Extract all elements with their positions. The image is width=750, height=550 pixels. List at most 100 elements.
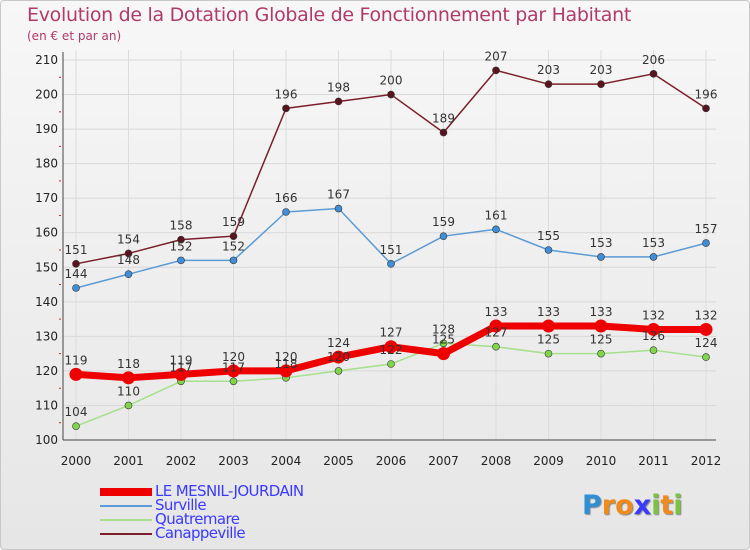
data-label-canappeville-2008: 207 [485,49,508,63]
data-label-quatremare-2000: 104 [65,405,88,419]
x-tick-label-2003: 2003 [218,454,249,468]
data-point-surville-2009 [544,246,553,254]
y-tick-label-180: 180 [35,157,58,171]
data-point-canappeville-2005 [334,97,343,106]
x-tick-label-2006: 2006 [376,454,407,468]
data-label-le-mesnil-jourdain-2002: 119 [170,353,193,367]
logo-letter: t [660,490,674,521]
x-tick-label-2004: 2004 [271,454,302,468]
data-label-canappeville-2012: 196 [695,87,718,101]
data-label-le-mesnil-jourdain-2004: 120 [275,350,298,364]
y-tick-label-170: 170 [35,191,58,205]
proxiti-logo[interactable]: Proxiti [582,490,683,521]
data-label-le-mesnil-jourdain-2005: 124 [327,336,350,350]
data-label-surville-2001: 148 [117,253,140,267]
x-tick-label-2008: 2008 [481,454,512,468]
x-tick-label-2010: 2010 [586,454,617,468]
data-point-canappeville-2012 [702,104,710,113]
data-point-quatremare-2011 [649,346,658,354]
data-point-canappeville-2003 [229,232,238,240]
legend-swatch-quatremare [100,519,152,521]
data-point-canappeville-2008 [492,66,500,75]
data-point-surville-2006 [387,260,395,268]
logo-letter: r [601,490,616,521]
x-tick-label-2002: 2002 [166,454,197,468]
logo-letter: i [673,490,683,521]
data-point-le-mesnil-jourdain-2010 [594,319,608,333]
x-tick-label-2011: 2011 [638,454,669,468]
data-label-surville-2012: 157 [695,222,718,236]
x-tick-label-2012: 2012 [691,454,722,468]
data-label-quatremare-2006: 122 [380,343,403,357]
data-label-canappeville-2010: 203 [590,63,613,77]
x-tick-label-2000: 2000 [61,454,92,468]
data-label-canappeville-2006: 200 [380,74,403,88]
data-point-quatremare-2003 [229,377,238,386]
data-point-le-mesnil-jourdain-2008 [489,319,503,333]
data-point-surville-2004 [282,208,290,216]
data-label-quatremare-2010: 125 [590,333,613,347]
chart-title: Evolution de la Dotation Globale de Fonc… [27,4,632,26]
data-point-quatremare-2010 [597,349,605,358]
data-label-surville-2010: 153 [590,236,613,250]
data-label-surville-2005: 167 [327,188,350,202]
data-label-quatremare-2011: 126 [642,329,665,343]
data-label-surville-2004: 166 [275,191,298,205]
y-tick-label-150: 150 [35,260,58,274]
data-label-surville-2002: 152 [170,239,193,253]
data-point-canappeville-2010 [597,80,605,88]
data-label-le-mesnil-jourdain-2010: 133 [590,305,613,319]
y-tick-label-210: 210 [35,53,58,67]
data-point-surville-2001 [124,270,133,278]
data-point-canappeville-2006 [387,90,395,99]
data-label-le-mesnil-jourdain-2007: 125 [432,333,455,347]
data-point-le-mesnil-jourdain-2001 [122,371,135,385]
logo-letter: o [615,490,634,521]
data-point-le-mesnil-jourdain-2006 [384,340,398,354]
data-point-le-mesnil-jourdain-2002 [174,367,188,381]
data-label-canappeville-2003: 159 [222,215,245,229]
data-point-quatremare-2005 [334,367,343,375]
y-tick-label-100: 100 [35,433,58,447]
data-label-canappeville-2007: 189 [432,112,455,126]
y-tick-label-130: 130 [35,329,58,343]
data-label-quatremare-2012: 124 [695,336,718,350]
data-label-surville-2000: 144 [65,267,88,281]
data-label-le-mesnil-jourdain-2006: 127 [380,326,403,340]
legend-swatch-canappeville [100,533,152,535]
data-label-le-mesnil-jourdain-2003: 120 [222,350,245,364]
data-point-surville-2005 [334,204,343,213]
data-point-le-mesnil-jourdain-2007 [437,347,450,361]
data-point-surville-2003 [229,256,238,265]
legend-label-canappeville: Canappeville [155,524,246,542]
data-point-canappeville-2009 [544,80,553,88]
data-label-le-mesnil-jourdain-2008: 133 [485,305,508,319]
data-point-canappeville-2000 [72,260,80,268]
data-point-quatremare-2007 [439,339,448,348]
data-point-surville-2002 [177,256,185,265]
data-point-le-mesnil-jourdain-2009 [542,319,555,333]
y-tick-label-120: 120 [35,364,58,378]
y-tick-label-160: 160 [35,226,58,240]
data-point-quatremare-2000 [72,422,80,430]
data-label-quatremare-2007: 128 [432,322,455,336]
data-label-quatremare-2003: 117 [222,360,245,374]
data-label-quatremare-2009: 125 [537,333,560,347]
data-label-quatremare-2002: 117 [170,360,193,374]
data-point-canappeville-2007 [439,128,448,137]
data-label-quatremare-2004: 118 [275,357,298,371]
data-label-canappeville-2009: 203 [537,63,560,77]
x-tick-label-2001: 2001 [113,454,144,468]
data-point-le-mesnil-jourdain-2012 [699,322,713,336]
data-point-le-mesnil-jourdain-2003 [227,364,240,378]
data-point-surville-2008 [492,225,500,234]
data-label-le-mesnil-jourdain-2000: 119 [65,353,88,367]
logo-letter: x [633,490,652,521]
data-point-le-mesnil-jourdain-2000 [69,367,83,381]
data-label-canappeville-2000: 151 [65,243,88,257]
data-point-quatremare-2001 [124,401,133,410]
y-tick-label-140: 140 [35,295,58,309]
data-point-le-mesnil-jourdain-2004 [279,364,293,378]
data-point-quatremare-2008 [492,342,500,351]
